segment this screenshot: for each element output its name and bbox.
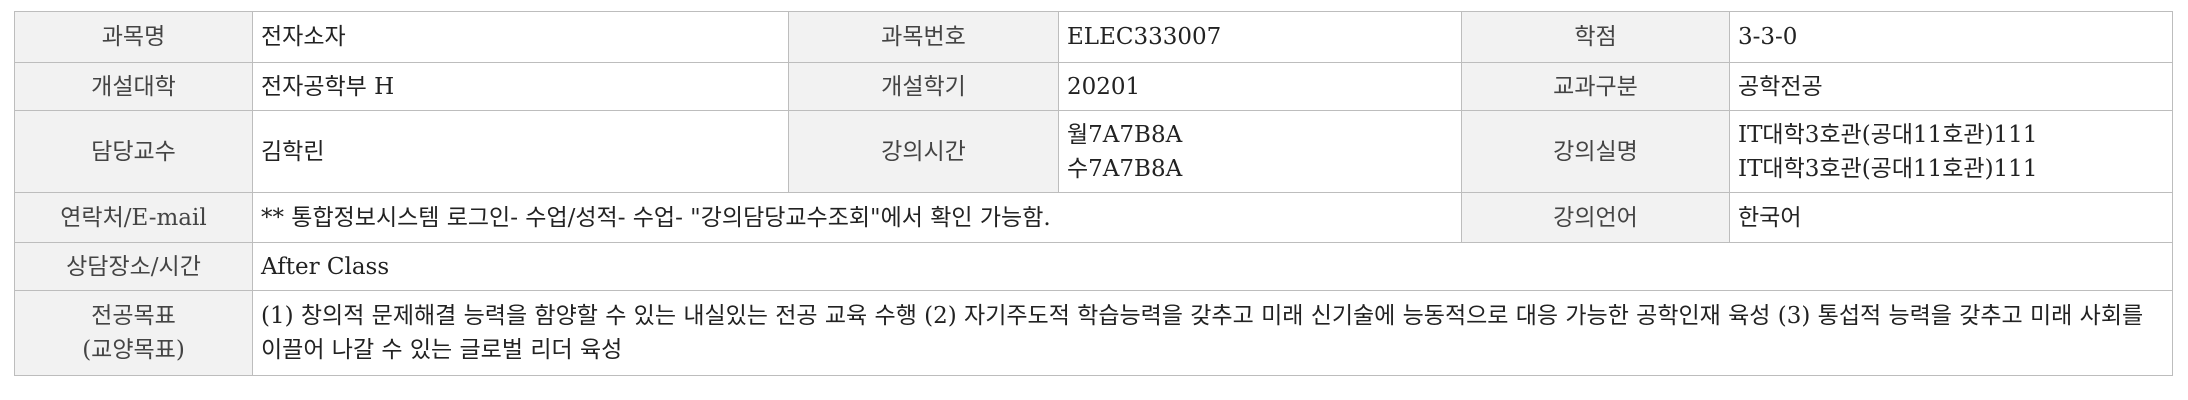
course-name-label: 과목명 bbox=[14, 11, 253, 63]
lecture-time-label: 강의시간 bbox=[788, 110, 1059, 193]
lecture-time-monday: 월7A7B8A bbox=[1067, 121, 1183, 148]
contact-label: 연락처/E-mail bbox=[14, 192, 253, 243]
goal-value: (1) 창의적 문제해결 능력을 함양할 수 있는 내실있는 전공 교육 수행 … bbox=[252, 290, 2173, 376]
goal-label-line-2: (교양목표) bbox=[82, 337, 185, 363]
contact-value: ** 통합정보시스템 로그인- 수업/성적- 수업- "강의담당교수조회"에서 … bbox=[252, 192, 1462, 243]
semester-value: 20201 bbox=[1058, 62, 1462, 111]
classroom-label: 강의실명 bbox=[1461, 110, 1730, 193]
table-row: 담당교수 김학린 강의시간 월7A7B8A 수7A7B8A 강의실명 IT대학3… bbox=[14, 110, 2173, 193]
table-row: 상담장소/시간 After Class bbox=[14, 242, 2173, 291]
language-value: 한국어 bbox=[1729, 192, 2173, 243]
college-label: 개설대학 bbox=[14, 62, 253, 111]
table-row: 연락처/E-mail ** 통합정보시스템 로그인- 수업/성적- 수업- "강… bbox=[14, 192, 2173, 243]
professor-label: 담당교수 bbox=[14, 110, 253, 193]
credit-value: 3-3-0 bbox=[1729, 11, 2173, 63]
course-category-value: 공학전공 bbox=[1729, 62, 2173, 111]
table-row: 개설대학 전자공학부 H 개설학기 20201 교과구분 공학전공 bbox=[14, 62, 2173, 111]
course-category-label: 교과구분 bbox=[1461, 62, 1730, 111]
course-name-value: 전자소자 bbox=[252, 11, 789, 63]
office-hours-value: After Class bbox=[252, 242, 2173, 291]
credit-label: 학점 bbox=[1461, 11, 1730, 63]
classroom-value: IT대학3호관(공대11호관)111 IT대학3호관(공대11호관)111 bbox=[1729, 110, 2173, 193]
office-hours-label: 상담장소/시간 bbox=[14, 242, 253, 291]
goal-label-line-1: 전공목표 bbox=[91, 303, 176, 329]
language-label: 강의언어 bbox=[1461, 192, 1730, 243]
course-info-table: 과목명 전자소자 과목번호 ELEC333007 학점 3-3-0 개설대학 전… bbox=[14, 11, 2173, 376]
course-number-label: 과목번호 bbox=[788, 11, 1059, 63]
table-row: 과목명 전자소자 과목번호 ELEC333007 학점 3-3-0 bbox=[14, 11, 2173, 63]
goal-label: 전공목표 (교양목표) bbox=[14, 290, 253, 376]
classroom-line-1: IT대학3호관(공대11호관)111 bbox=[1738, 121, 2038, 148]
classroom-line-2: IT대학3호관(공대11호관)111 bbox=[1738, 155, 2038, 182]
lecture-time-wednesday: 수7A7B8A bbox=[1067, 155, 1183, 182]
professor-value: 김학린 bbox=[252, 110, 789, 193]
course-number-value: ELEC333007 bbox=[1058, 11, 1462, 63]
college-value: 전자공학부 H bbox=[252, 62, 789, 111]
semester-label: 개설학기 bbox=[788, 62, 1059, 111]
table-row: 전공목표 (교양목표) (1) 창의적 문제해결 능력을 함양할 수 있는 내실… bbox=[14, 290, 2173, 376]
lecture-time-value: 월7A7B8A 수7A7B8A bbox=[1058, 110, 1462, 193]
